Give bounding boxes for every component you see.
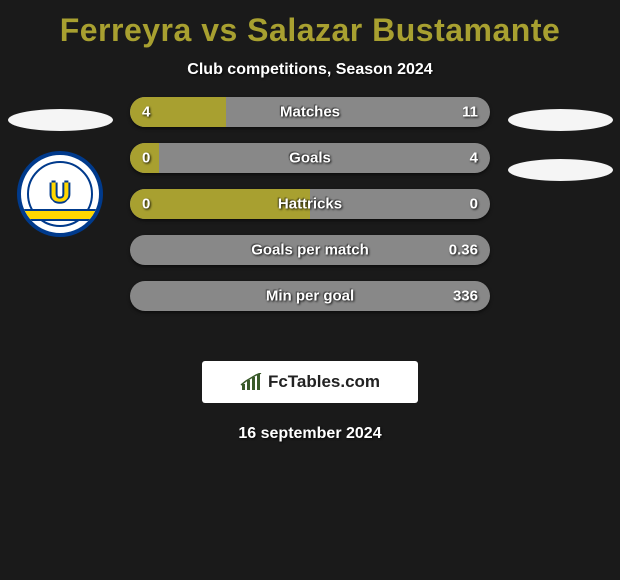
left-player-ellipse — [8, 109, 113, 131]
date-text: 16 september 2024 — [0, 425, 620, 443]
stat-bars: Matches411Goals04Hattricks00Goals per ma… — [130, 97, 490, 327]
stat-value-left: 0 — [142, 150, 150, 167]
stat-label: Hattricks — [130, 196, 490, 213]
right-player-column — [505, 109, 615, 181]
crest-band — [21, 209, 99, 221]
branding-box: FcTables.com — [202, 361, 418, 403]
crest-letter: U — [50, 176, 70, 208]
stat-value-right: 0.36 — [449, 242, 478, 259]
chart-icon — [240, 373, 262, 391]
stat-row: Matches4 11 — [130, 97, 490, 127]
left-club-crest: U — [17, 151, 103, 237]
stat-label: Matches — [130, 104, 490, 121]
stat-row: Hattricks0 0 — [130, 189, 490, 219]
left-player-column: U — [5, 109, 115, 237]
stat-value-right: 0 — [470, 196, 478, 213]
branding-text: FcTables.com — [268, 372, 380, 392]
stat-value-right: 4 — [470, 150, 478, 167]
stat-value-right: 336 — [453, 288, 478, 305]
stat-row: Min per goal336 — [130, 281, 490, 311]
stat-value-left: 4 — [142, 104, 150, 121]
stat-label: Min per goal — [130, 288, 490, 305]
page-title: Ferreyra vs Salazar Bustamante — [0, 0, 620, 49]
right-player-ellipse-1 — [508, 109, 613, 131]
stat-row: Goals per match0.36 — [130, 235, 490, 265]
subtitle: Club competitions, Season 2024 — [0, 61, 620, 79]
stat-label: Goals — [130, 150, 490, 167]
comparison-area: U Matches411Goals04Hattricks00Goals per … — [0, 109, 620, 349]
stat-value-left: 0 — [142, 196, 150, 213]
stat-label: Goals per match — [130, 242, 490, 259]
stat-value-right: 11 — [462, 104, 478, 121]
stat-row: Goals0 4 — [130, 143, 490, 173]
right-player-ellipse-2 — [508, 159, 613, 181]
